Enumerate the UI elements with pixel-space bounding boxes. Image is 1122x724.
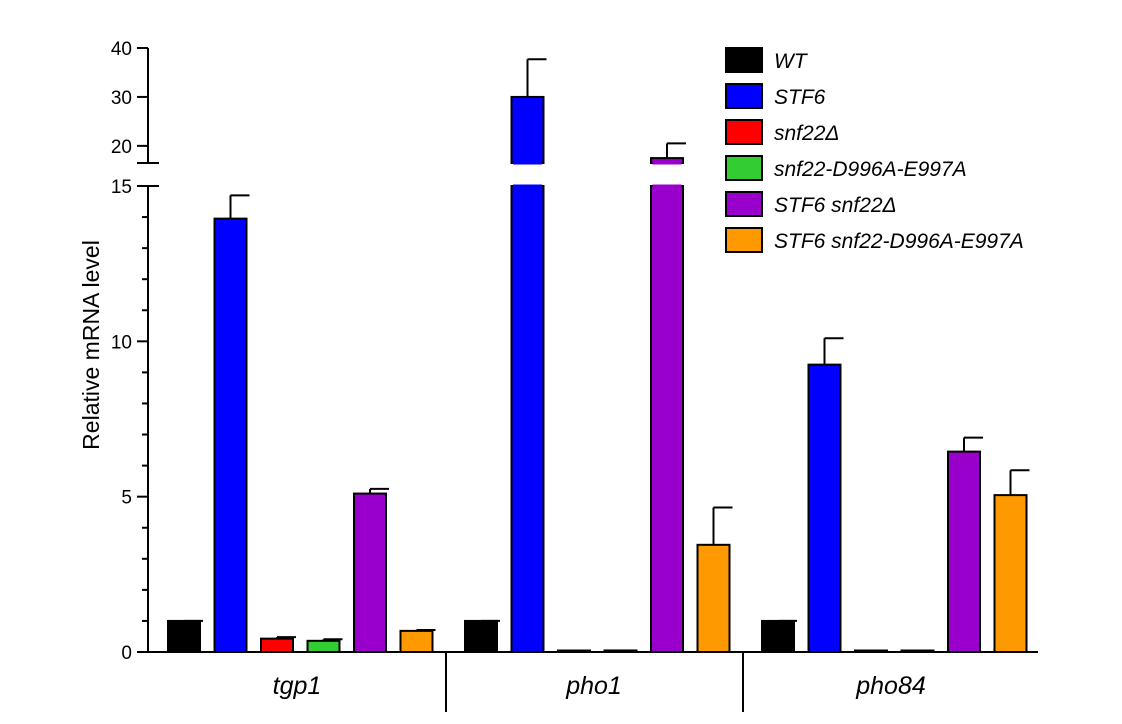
bars-layer — [167, 95, 1028, 654]
bar — [947, 450, 981, 653]
legend-swatch — [725, 155, 763, 181]
legend-label: snf22-D996A-E997A — [774, 158, 967, 181]
y-tick-label: 30 — [111, 88, 132, 109]
axes-layer: 0 5 10 15 20 30 40 tgp1 pho1 pho84 — [111, 39, 1038, 712]
legend-swatch — [725, 83, 763, 109]
bar — [993, 494, 1028, 654]
legend: WT STF6 snf22Δ snf22-D996A-E997A STF6 snf22Δ… — [725, 47, 1024, 253]
y-tick-label: 40 — [111, 39, 132, 60]
x-tick-label: tgp1 — [273, 672, 322, 700]
bar — [464, 619, 498, 654]
bar — [761, 619, 795, 654]
bar-upper-part — [510, 95, 545, 164]
x-tick-label: pho84 — [855, 672, 926, 700]
legend-swatch — [725, 119, 763, 145]
x-tick-label: pho1 — [565, 672, 622, 700]
legend-swatch — [725, 191, 763, 217]
legend-label: STF6 — [774, 86, 826, 109]
y-tick-label: 5 — [121, 488, 132, 509]
legend-label: WT — [774, 50, 809, 73]
legend-label: snf22Δ — [774, 122, 839, 145]
legend-label: STF6 snf22-D996A-E997A — [774, 230, 1024, 253]
bar — [260, 637, 294, 654]
y-tick-label: 20 — [111, 137, 132, 158]
bar — [807, 363, 842, 653]
bar — [167, 619, 201, 654]
bar — [696, 543, 731, 654]
bar — [213, 217, 248, 653]
bar — [510, 185, 545, 653]
error-bars-layer — [184, 58, 1030, 641]
bar — [650, 185, 684, 653]
y-tick-label: 0 — [121, 643, 132, 664]
y-tick-label: 10 — [111, 332, 132, 353]
legend-swatch — [725, 227, 763, 253]
y-axis-label: Relative mRNA level — [78, 240, 104, 450]
bar — [353, 492, 387, 653]
y-tick-label: 15 — [111, 177, 132, 198]
bar — [399, 629, 434, 654]
legend-swatch — [725, 47, 763, 73]
bar — [306, 639, 341, 653]
legend-label: STF6 snf22Δ — [774, 194, 897, 217]
